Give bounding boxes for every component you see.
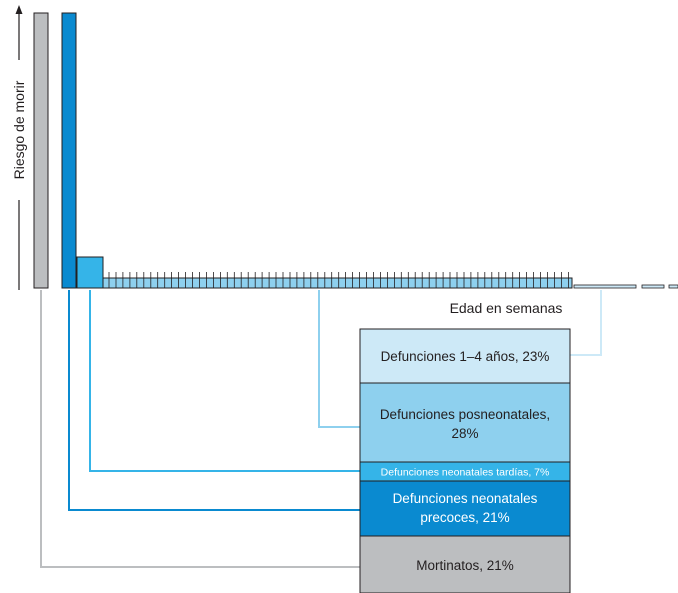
- segment-age-1-4: Defunciones 1–4 años, 23%: [359, 328, 571, 384]
- x-axis-label: Edad en semanas: [450, 300, 563, 316]
- segment-age-1-4-label: Defunciones 1–4 años, 23%: [381, 349, 550, 364]
- segment-early-neonatal: Defunciones neonatales precoces, 21%: [359, 480, 571, 537]
- bar-age-1-4-b: [641, 284, 665, 289]
- connector-postneonatal: [318, 290, 360, 428]
- postneonatal-week-ticks: [108, 272, 569, 288]
- composition-stack: Defunciones 1–4 años, 23% Defunciones po…: [359, 328, 571, 593]
- segment-stillbirth: Mortinatos, 21%: [359, 535, 571, 593]
- segment-late-neonatal: Defunciones neonatales tardías, 7%: [359, 461, 571, 482]
- connector-late-neonatal: [89, 290, 360, 472]
- bar-early-neonatal: [61, 12, 77, 289]
- connector-lines: [40, 290, 602, 568]
- segment-stillbirth-label: Mortinatos, 21%: [416, 558, 514, 573]
- segment-postneonatal-label-line1: Defunciones posneonatales,: [380, 407, 550, 422]
- segment-postneonatal-box: [359, 382, 571, 463]
- bar-age-1-4-a: [573, 284, 637, 289]
- bar-age-1-4-c: [668, 284, 678, 289]
- y-axis: Riesgo de morir: [11, 5, 27, 290]
- connector-age-1-4: [570, 290, 602, 356]
- bar-postneonatal: [102, 277, 573, 289]
- connector-stillbirth: [40, 290, 360, 568]
- segment-age-1-4-box: [359, 328, 571, 384]
- risk-bars: [33, 12, 678, 289]
- segment-early-neonatal-label-line2: precoces, 21%: [420, 510, 509, 525]
- segment-late-neonatal-label: Defunciones neonatales tardías, 7%: [381, 467, 550, 479]
- segment-early-neonatal-label-line1: Defunciones neonatales: [393, 491, 538, 506]
- segment-early-neonatal-box: [359, 480, 571, 537]
- y-axis-label: Riesgo de morir: [11, 80, 27, 179]
- bar-stillbirth: [33, 12, 49, 289]
- segment-stillbirth-box: [359, 535, 571, 593]
- connector-early-neonatal: [68, 290, 360, 511]
- segment-postneonatal: Defunciones posneonatales, 28%: [359, 382, 571, 463]
- bar-late-neonatal: [76, 256, 104, 289]
- segment-postneonatal-label-line2: 28%: [451, 426, 478, 441]
- y-axis-arrowhead: [15, 5, 23, 14]
